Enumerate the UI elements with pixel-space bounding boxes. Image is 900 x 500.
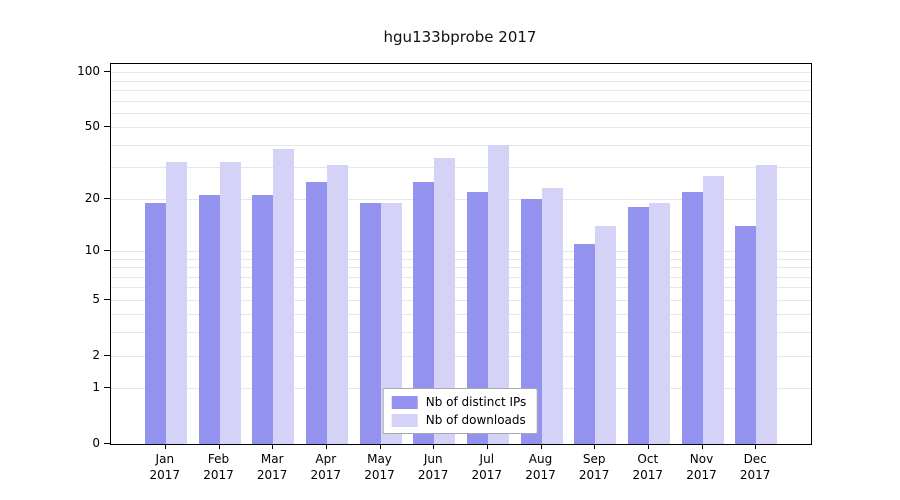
x-tick-mark <box>272 444 274 449</box>
bar-nb-of-downloads-jan <box>165 162 187 444</box>
x-tick-label: Nov 2017 <box>686 452 717 482</box>
x-tick-label: Mar 2017 <box>256 452 288 482</box>
bar-nb-of-distinct-ips-aug <box>520 198 542 444</box>
x-tick-mark <box>433 444 435 449</box>
bar-nb-of-distinct-ips-feb <box>198 195 220 444</box>
bar-nb-of-distinct-ips-jun <box>413 181 435 444</box>
x-tick-label: May 2017 <box>364 452 395 482</box>
y-tick-mark <box>104 443 110 444</box>
legend-label: Nb of downloads <box>425 413 526 427</box>
bar-nb-of-distinct-ips-apr <box>305 181 327 444</box>
x-tick-label: Jun 2017 <box>417 452 449 482</box>
y-tick-label: 0 <box>92 436 100 450</box>
bar-nb-of-distinct-ips-nov <box>681 191 703 444</box>
x-tick-mark <box>647 444 649 449</box>
bar-nb-of-downloads-aug <box>541 188 563 444</box>
gridline <box>111 258 811 260</box>
y-tick-mark <box>104 126 110 128</box>
y-tick-label: 20 <box>84 190 100 205</box>
plot-area <box>110 63 812 445</box>
legend-label: Nb of distinct IPs <box>425 395 527 409</box>
legend-row: Nb of distinct IPs <box>391 395 527 409</box>
bar-nb-of-distinct-ips-dec <box>735 225 757 444</box>
bar-nb-of-distinct-ips-sep <box>574 243 596 444</box>
gridline <box>111 299 811 301</box>
bar-nb-of-downloads-oct <box>648 202 670 444</box>
bar-nb-of-distinct-ips-jan <box>144 202 166 444</box>
x-tick-mark <box>164 444 166 449</box>
bar-nb-of-downloads-sep <box>595 225 617 444</box>
x-tick-label: Apr 2017 <box>310 452 342 482</box>
gridline <box>111 100 811 102</box>
gridline <box>111 355 811 357</box>
y-tick-label: 1 <box>92 380 100 395</box>
gridline <box>111 250 811 252</box>
bar-nb-of-distinct-ips-may <box>359 202 381 444</box>
x-tick-mark <box>755 444 757 449</box>
gridline <box>111 198 811 200</box>
y-tick-label: 50 <box>84 119 100 134</box>
x-tick-mark <box>218 444 220 449</box>
y-tick-label: 10 <box>84 242 100 257</box>
x-tick-label: Aug 2017 <box>525 452 556 482</box>
bar-nb-of-downloads-mar <box>273 149 295 444</box>
chart-title: hgu133bprobe 2017 <box>383 28 537 46</box>
gridline <box>111 112 811 114</box>
y-tick-mark <box>104 354 110 356</box>
gridline <box>111 72 811 74</box>
y-tick-mark <box>104 197 110 199</box>
x-tick-label: Jan 2017 <box>149 452 181 482</box>
x-tick-mark <box>594 444 596 449</box>
gridline <box>111 287 811 289</box>
x-tick-label: Sep 2017 <box>578 452 610 482</box>
legend-swatch-nb-of-distinct-ips <box>391 395 418 409</box>
legend-swatch-nb-of-downloads <box>391 413 418 427</box>
gridline <box>111 144 811 146</box>
legend-row: Nb of downloads <box>391 413 527 427</box>
x-tick-label: Oct 2017 <box>632 452 664 482</box>
x-tick-mark <box>379 444 381 449</box>
gridline <box>111 127 811 129</box>
y-tick-mark <box>104 387 110 389</box>
y-tick-mark <box>104 298 110 300</box>
gridline <box>111 267 811 268</box>
bar-nb-of-downloads-nov <box>702 175 724 444</box>
bar-nb-of-distinct-ips-oct <box>627 206 649 444</box>
gridline <box>111 314 811 316</box>
gridline <box>111 167 811 169</box>
bar-nb-of-downloads-dec <box>756 164 778 444</box>
legend: Nb of distinct IPs Nb of downloads <box>382 388 538 434</box>
x-tick-label: Feb 2017 <box>203 452 234 482</box>
bar-nb-of-downloads-apr <box>326 164 348 444</box>
x-tick-mark <box>540 444 542 449</box>
bar-nb-of-downloads-jul <box>487 144 509 444</box>
bar-nb-of-distinct-ips-mar <box>252 195 274 444</box>
gridline <box>111 90 811 92</box>
x-tick-mark <box>325 444 327 449</box>
gridline <box>111 276 811 278</box>
bar-nb-of-downloads-may <box>380 202 402 444</box>
y-tick-mark <box>104 71 110 73</box>
x-tick-mark <box>486 444 488 449</box>
bar-nb-of-distinct-ips-jul <box>466 191 488 444</box>
x-tick-mark <box>701 444 703 449</box>
x-tick-label: Jul 2017 <box>471 452 503 482</box>
y-tick-label: 100 <box>77 64 100 79</box>
gridline <box>111 80 811 82</box>
y-tick-label: 5 <box>92 291 100 306</box>
bar-nb-of-downloads-jun <box>434 157 456 444</box>
y-tick-label: 2 <box>92 347 100 362</box>
x-tick-label: Dec 2017 <box>739 452 771 482</box>
gridline <box>111 332 811 334</box>
bar-nb-of-downloads-feb <box>219 162 241 444</box>
y-tick-mark <box>104 249 110 251</box>
